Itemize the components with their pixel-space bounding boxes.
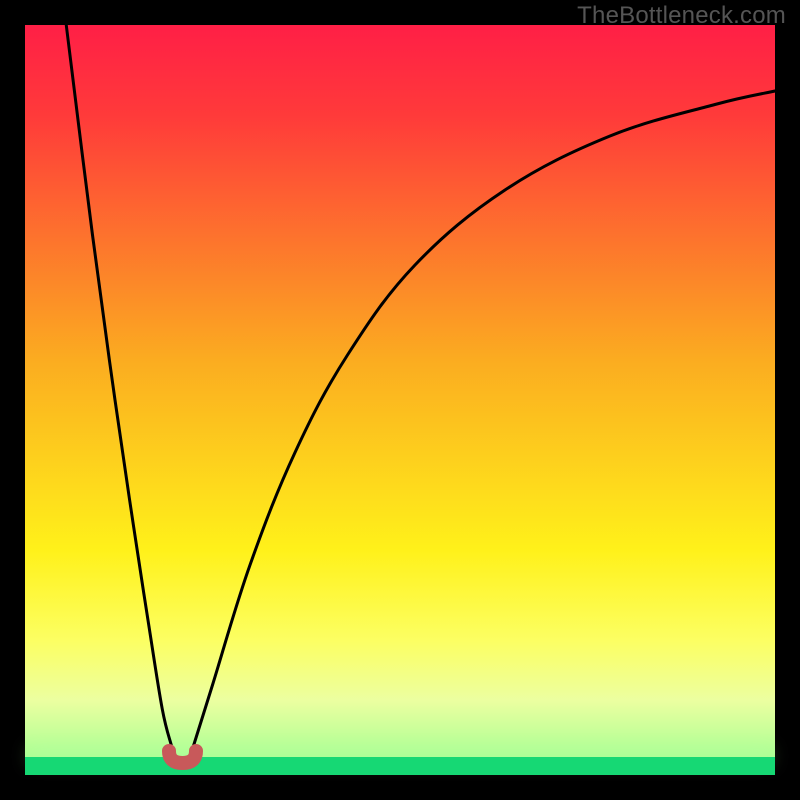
curve-layer [25, 25, 775, 775]
watermark-text: TheBottleneck.com [577, 2, 786, 30]
left-descending-curve [66, 25, 171, 745]
right-ascending-curve [194, 91, 775, 745]
plot-area [25, 25, 775, 775]
canvas: TheBottleneck.com [0, 0, 800, 800]
minimum-u-cap [169, 751, 196, 763]
